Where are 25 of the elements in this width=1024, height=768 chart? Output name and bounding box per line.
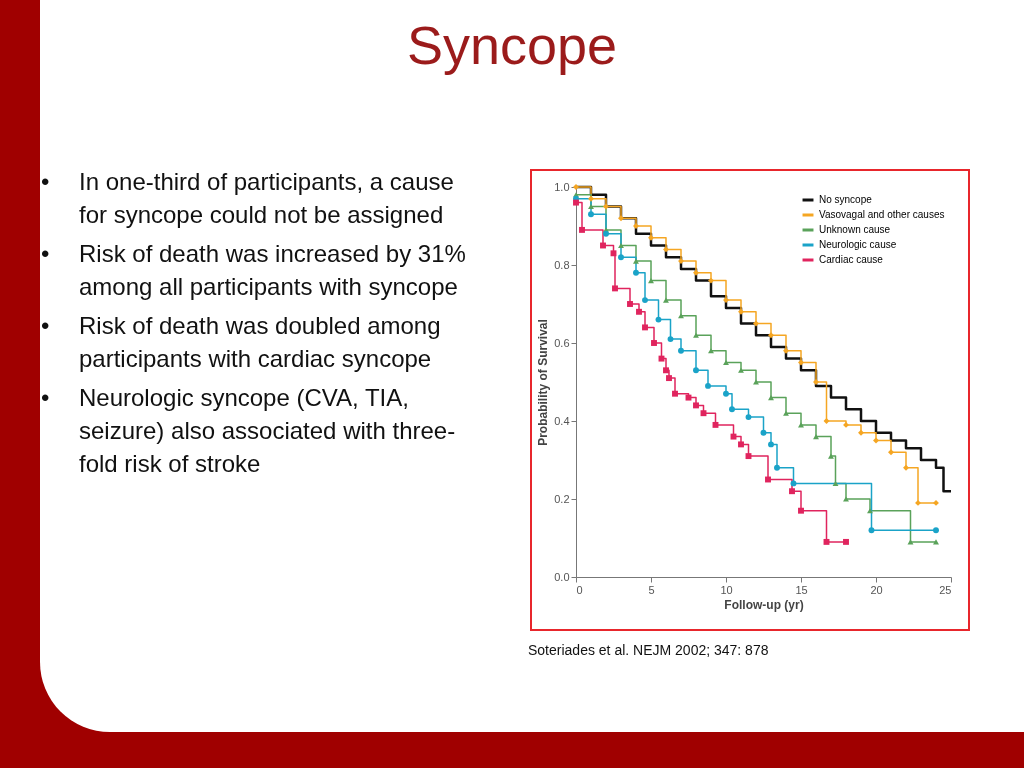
x-tick-label: 25 [939, 583, 952, 596]
x-tick-label: 0 [576, 583, 583, 596]
legend-label: No syncope [819, 194, 873, 205]
x-tick-label: 15 [795, 583, 808, 596]
y-axis-title: Probability of Survival [536, 319, 551, 446]
x-tick-label: 20 [870, 583, 883, 596]
text: • Risk of death was increased by 31% among all participants with syncope [41, 239, 467, 302]
y-tick-label: 0.2 [554, 492, 570, 505]
x-tick-label: 10 [720, 583, 733, 596]
y-tick-label: 0.0 [554, 570, 570, 583]
x-tick-label: 5 [648, 583, 655, 596]
x-axis-title: Follow-up (yr) [724, 597, 804, 612]
legend-label: Unknown cause [819, 224, 891, 235]
y-tick-label: 0.4 [554, 414, 570, 427]
text: • In one-third of participants, a cause for syncope could not be assigned [41, 167, 455, 230]
y-tick-label: 0.8 [554, 258, 570, 271]
legend-label: Cardiac cause [819, 254, 884, 265]
legend-label: Neurologic cause [819, 239, 897, 250]
text: • Neurologic syncope (CVA, TIA, seizure) also associated with three-fold risk of stroke [41, 383, 457, 479]
legend-label: Vasovagal and other causes [819, 209, 945, 220]
chart-title: Syncope [405, 14, 619, 76]
y-tick-label: 1.0 [554, 180, 570, 193]
text: Soteriades et al. NEJM 2002; 347: 878 [528, 642, 769, 658]
text: • Risk of death was doubled among participants with cardiac syncope [41, 311, 442, 374]
y-tick-label: 0.6 [554, 336, 570, 349]
